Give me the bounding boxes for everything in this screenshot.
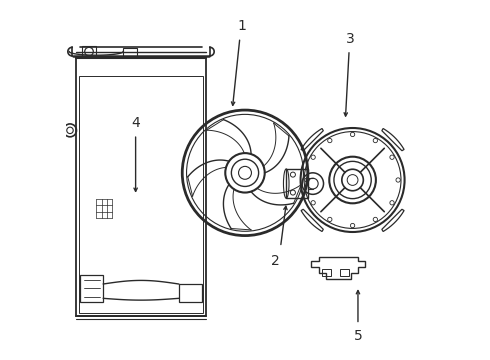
Text: 5: 5 [354,329,362,343]
Text: 2: 2 [271,253,280,267]
Bar [340,269,349,276]
Bar [322,269,331,276]
Text: 4: 4 [131,116,140,130]
Text: 3: 3 [346,32,355,45]
Text: 1: 1 [237,19,246,33]
